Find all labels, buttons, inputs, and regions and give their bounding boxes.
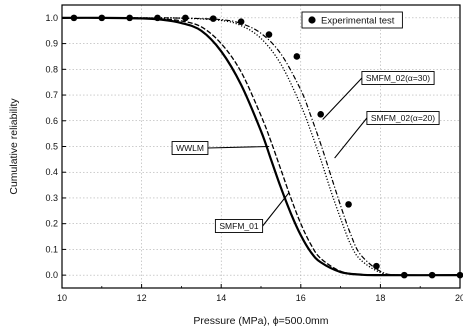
annotation-label: SMFM_02(α=30) [366, 73, 430, 83]
y-tick-label: 0.5 [45, 142, 58, 152]
y-tick-label: 0.8 [45, 64, 58, 74]
experimental-point [345, 201, 352, 208]
y-tick-label: 0.6 [45, 116, 58, 126]
curve-annotations: WWLM SMFM_01 SMFM_02(α=30) SMFM_02(α=20) [171, 71, 440, 233]
x-tick-label: 12 [137, 293, 147, 303]
legend-box [301, 11, 403, 29]
experimental-point [182, 14, 189, 22]
experimental-point [373, 262, 380, 270]
annotation-leader [207, 145, 269, 149]
annotation-label: SMFM_01 [219, 221, 258, 231]
y-tick-label: 0.2 [45, 219, 58, 229]
annotation-2: SMFM_02(α=30) [322, 71, 435, 120]
y-axis-label: Cumulative reliability [8, 98, 20, 195]
x-tick-label: 16 [296, 293, 306, 303]
x-tick-label: 10 [57, 293, 67, 303]
experimental-point [154, 14, 161, 22]
legend: Experimental test [301, 11, 403, 29]
annotation-leader [322, 77, 363, 120]
y-tick-label: 0.4 [45, 167, 58, 177]
annotation-label: WWLM [176, 143, 204, 153]
experimental-point [70, 14, 78, 22]
legend-marker [308, 16, 316, 24]
annotation-leader [262, 192, 290, 227]
experimental-point [98, 14, 106, 22]
x-tick-label: 20 [455, 293, 463, 303]
series-line-0 [61, 16, 461, 277]
annotation-3: SMFM_02(α=20) [334, 111, 440, 159]
annotation-box [361, 71, 435, 85]
annotation-0: WWLM [171, 141, 269, 155]
x-tick-label: 14 [216, 293, 226, 303]
experimental-point [293, 53, 301, 60]
experimental-point [265, 31, 273, 38]
y-tick-label: 0.9 [45, 39, 58, 49]
experimental-point [209, 15, 217, 22]
experimental-point [317, 111, 325, 118]
y-tick-label: 0.0 [45, 270, 58, 280]
experimental-points [70, 14, 463, 279]
x-axis-label: Pressure (MPa), ϕ=500.0mm [193, 315, 328, 327]
series-line-3 [61, 17, 461, 277]
experimental-point [428, 271, 436, 279]
x-tick-label: 18 [375, 293, 385, 303]
annotation-1: SMFM_01 [214, 192, 290, 233]
annotation-label: SMFM_02(α=20) [371, 113, 435, 123]
series-layer [61, 16, 461, 277]
axis-ticks: 10 12 14 16 18 20 0.0 0.1 0.2 0.3 0.4 0.5 0.6 0.7 0.8 0… [45, 13, 463, 303]
annotation-box [214, 219, 264, 233]
series-line-1 [61, 17, 461, 276]
annotation-box [171, 141, 209, 155]
y-tick-label: 0.7 [45, 90, 58, 100]
experimental-point [400, 271, 408, 279]
y-tick-label: 0.3 [45, 193, 58, 203]
y-tick-label: 0.1 [45, 244, 58, 254]
y-tick-label: 1.0 [45, 13, 58, 23]
annotation-box [366, 111, 440, 125]
legend-label: Experimental test [321, 16, 395, 27]
experimental-point [126, 14, 133, 22]
annotation-leader [334, 117, 368, 159]
experimental-point [237, 18, 245, 26]
